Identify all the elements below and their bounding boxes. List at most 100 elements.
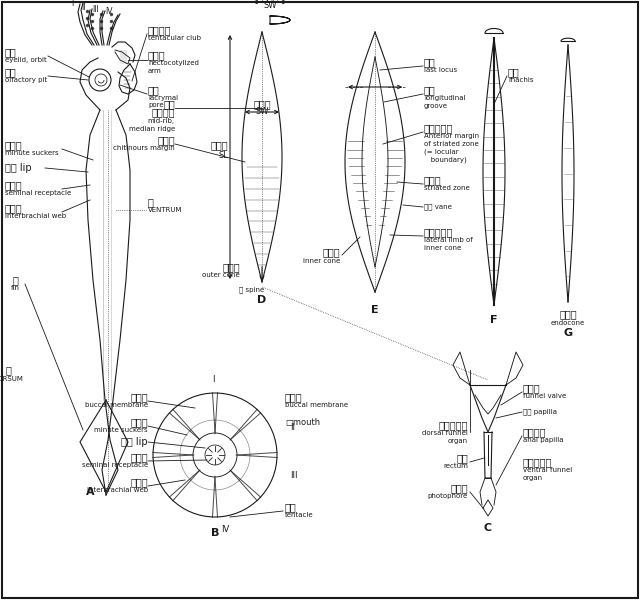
Circle shape bbox=[244, 421, 248, 427]
Text: 翼部 vane: 翼部 vane bbox=[424, 203, 452, 211]
Text: I: I bbox=[71, 0, 73, 7]
Text: 眼瞼: 眼瞼 bbox=[5, 47, 17, 57]
Circle shape bbox=[234, 431, 239, 436]
Text: 腕間膜: 腕間膜 bbox=[5, 203, 22, 213]
Text: pore: pore bbox=[148, 102, 164, 108]
Text: 小吸盤: 小吸盤 bbox=[5, 140, 22, 150]
Text: 背側漏斗器: 背側漏斗器 bbox=[438, 420, 468, 430]
Circle shape bbox=[212, 497, 218, 502]
Text: of striated zone: of striated zone bbox=[424, 141, 479, 147]
Text: 直腸: 直腸 bbox=[456, 453, 468, 463]
Text: 肛門突起: 肛門突起 bbox=[523, 427, 547, 437]
Circle shape bbox=[239, 479, 244, 484]
Circle shape bbox=[212, 490, 218, 494]
Text: B: B bbox=[211, 528, 219, 538]
Text: lacrymal: lacrymal bbox=[148, 95, 178, 101]
Text: striated zone: striated zone bbox=[424, 185, 470, 191]
Text: 小吸盤: 小吸盤 bbox=[131, 417, 148, 427]
Circle shape bbox=[244, 484, 248, 488]
Text: 交接腕: 交接腕 bbox=[148, 50, 166, 60]
Text: 中軸: 中軸 bbox=[508, 67, 520, 77]
Circle shape bbox=[248, 488, 253, 494]
Circle shape bbox=[177, 416, 181, 421]
Circle shape bbox=[191, 474, 196, 479]
Circle shape bbox=[154, 452, 159, 457]
Text: 受精托: 受精托 bbox=[131, 452, 148, 462]
Text: outer cone: outer cone bbox=[202, 272, 240, 278]
Circle shape bbox=[248, 416, 253, 421]
Text: C: C bbox=[484, 523, 492, 533]
Circle shape bbox=[264, 452, 269, 457]
Circle shape bbox=[212, 482, 218, 487]
Text: 嗅孔: 嗅孔 bbox=[5, 67, 17, 77]
Circle shape bbox=[172, 412, 177, 416]
Text: groove: groove bbox=[424, 103, 448, 109]
Text: 背: 背 bbox=[5, 365, 11, 375]
Text: funnel valve: funnel valve bbox=[523, 393, 566, 399]
Text: minute suckers: minute suckers bbox=[94, 427, 148, 433]
Circle shape bbox=[239, 427, 244, 431]
Text: 蕨 spine: 蕨 spine bbox=[239, 287, 264, 293]
Text: 涙孔: 涙孔 bbox=[148, 85, 160, 95]
Text: 発光器: 発光器 bbox=[451, 483, 468, 493]
Text: buccal membrane: buccal membrane bbox=[285, 402, 348, 408]
Text: 受精托: 受精托 bbox=[5, 180, 22, 190]
Circle shape bbox=[212, 401, 218, 407]
Text: (= locular: (= locular bbox=[424, 149, 459, 155]
Text: buccal membrane: buccal membrane bbox=[85, 402, 148, 408]
Circle shape bbox=[172, 494, 177, 499]
Text: 内円錐側肢: 内円錐側肢 bbox=[424, 227, 453, 237]
Text: E: E bbox=[371, 305, 379, 315]
Circle shape bbox=[186, 427, 191, 431]
Text: 囲口膜: 囲口膜 bbox=[285, 392, 303, 402]
Text: SW: SW bbox=[255, 107, 269, 116]
Circle shape bbox=[212, 395, 218, 400]
Text: 触腕掌部: 触腕掌部 bbox=[148, 25, 172, 35]
Circle shape bbox=[182, 452, 188, 457]
Circle shape bbox=[234, 474, 239, 479]
Text: 鰭: 鰭 bbox=[12, 275, 18, 285]
Text: II: II bbox=[290, 422, 295, 431]
Circle shape bbox=[161, 452, 166, 457]
Circle shape bbox=[212, 422, 218, 427]
Circle shape bbox=[175, 452, 180, 457]
Text: G: G bbox=[563, 328, 573, 338]
Text: III: III bbox=[93, 5, 99, 14]
Text: last locus: last locus bbox=[424, 67, 457, 73]
Text: 内円錐: 内円錐 bbox=[323, 247, 340, 257]
Text: 腕間膜: 腕間膜 bbox=[131, 477, 148, 487]
Circle shape bbox=[250, 452, 255, 457]
Text: organ: organ bbox=[448, 438, 468, 444]
Text: rhachis: rhachis bbox=[508, 77, 534, 83]
Circle shape bbox=[177, 488, 181, 494]
Text: interbrachial web: interbrachial web bbox=[5, 213, 66, 219]
Text: photophore: photophore bbox=[428, 493, 468, 499]
Text: 外円錐: 外円錐 bbox=[222, 262, 240, 272]
Text: 中助: 中助 bbox=[163, 99, 175, 109]
Text: hectocotylized: hectocotylized bbox=[148, 60, 199, 66]
Text: I: I bbox=[212, 376, 214, 385]
Text: chitinours margin: chitinours margin bbox=[113, 145, 175, 151]
Text: 貝殻幅: 貝殻幅 bbox=[253, 99, 271, 109]
Text: inner cone: inner cone bbox=[303, 258, 340, 264]
Circle shape bbox=[212, 503, 218, 509]
Text: fin: fin bbox=[10, 285, 19, 291]
Text: longitudinal: longitudinal bbox=[424, 95, 465, 101]
Text: ventral funnel: ventral funnel bbox=[523, 467, 572, 473]
Text: 腹側漏斗器: 腹側漏斗器 bbox=[523, 457, 552, 467]
Text: seminal receptacle: seminal receptacle bbox=[82, 462, 148, 468]
Text: 縦溝: 縦溝 bbox=[424, 85, 436, 95]
Text: 口唇 lip: 口唇 lip bbox=[5, 163, 31, 173]
Text: III: III bbox=[290, 470, 298, 479]
Circle shape bbox=[243, 452, 248, 457]
Text: 角質縁: 角質縁 bbox=[157, 135, 175, 145]
Text: median ridge: median ridge bbox=[129, 126, 175, 132]
Circle shape bbox=[257, 452, 262, 457]
Text: II: II bbox=[82, 4, 86, 13]
Text: 触腕: 触腕 bbox=[285, 502, 297, 512]
Text: 終円錐: 終円錐 bbox=[559, 309, 577, 319]
Text: 横線域: 横線域 bbox=[424, 175, 442, 185]
Text: endocone: endocone bbox=[551, 320, 585, 326]
Circle shape bbox=[253, 412, 259, 416]
Text: boundary): boundary) bbox=[424, 157, 467, 163]
